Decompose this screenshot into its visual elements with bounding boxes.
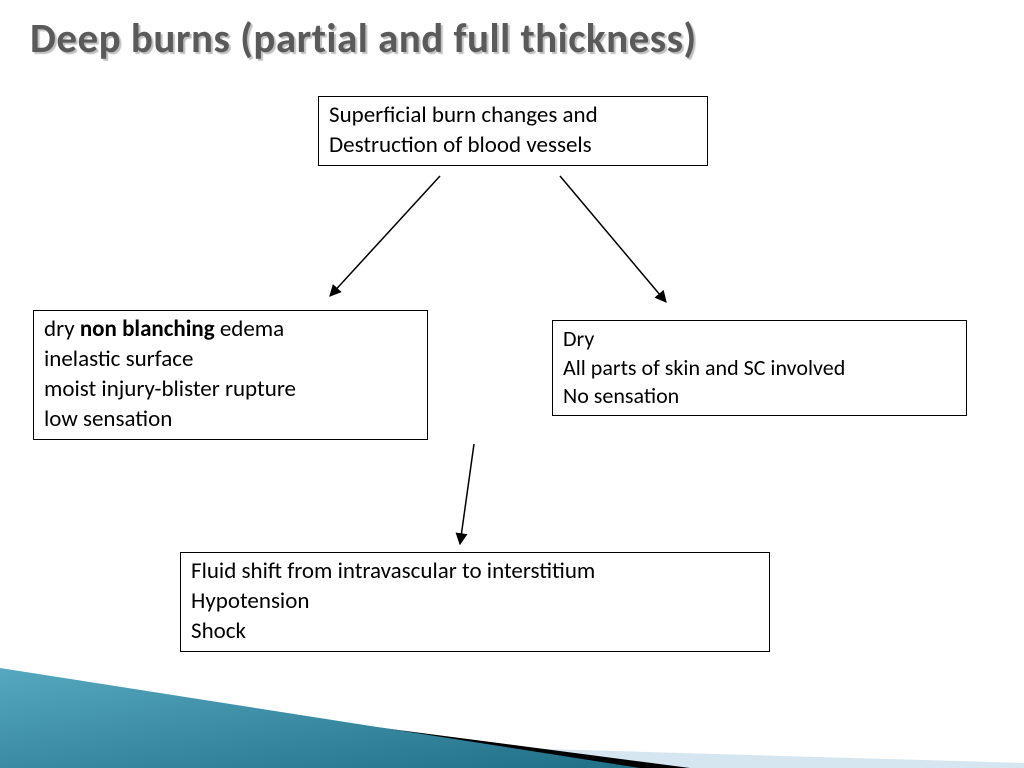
box-line: Destruction of blood vessels (329, 131, 697, 161)
box-line: All parts of skin and SC involved (563, 354, 956, 383)
box-line: low sensation (44, 405, 417, 435)
box-line: No sensation (563, 382, 956, 411)
arrow (560, 176, 666, 302)
box-left: dry non blanching edemainelastic surface… (33, 310, 428, 440)
corner-decor (0, 578, 1024, 768)
slide: Deep burns (partial and full thickness) … (0, 0, 1024, 768)
box-top: Superficial burn changes andDestruction … (318, 96, 708, 166)
box-line: inelastic surface (44, 345, 417, 375)
box-line: Dry (563, 325, 956, 354)
slide-title: Deep burns (partial and full thickness) (30, 14, 697, 64)
box-right: DryAll parts of skin and SC involvedNo s… (552, 320, 967, 416)
arrow (330, 176, 440, 296)
arrow (460, 444, 474, 544)
box-line: moist injury-blister rupture (44, 375, 417, 405)
box-line: dry non blanching edema (44, 315, 417, 345)
box-line: Superficial burn changes and (329, 101, 697, 131)
